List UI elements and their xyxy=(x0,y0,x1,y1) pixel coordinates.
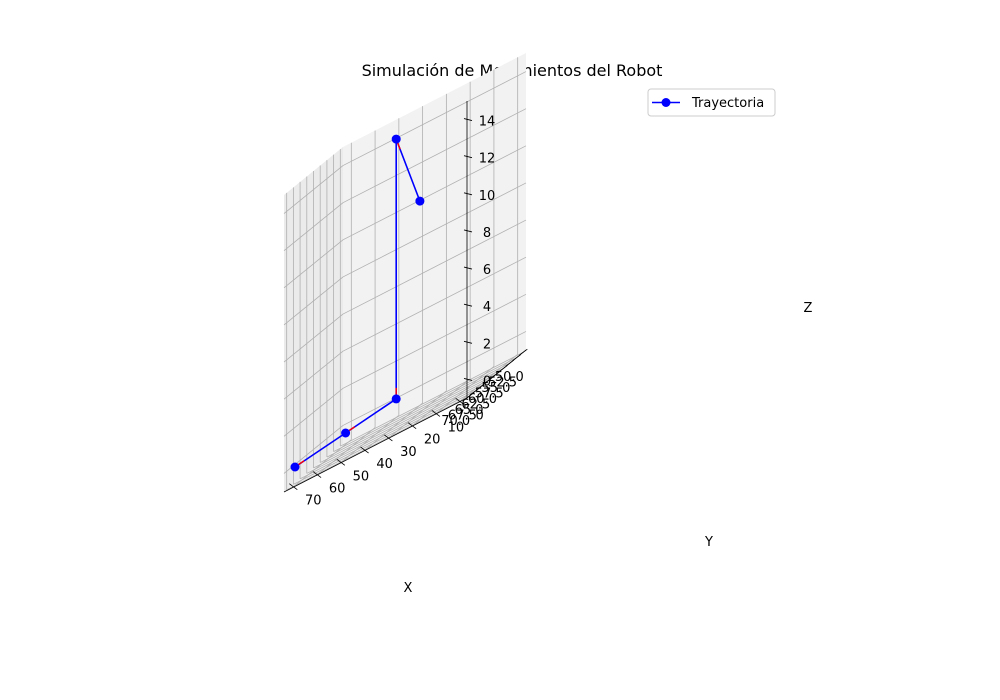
x-tick-label: 62.5 xyxy=(461,398,490,413)
data-point xyxy=(391,134,401,144)
grid-line-y-floor xyxy=(434,366,495,415)
y-tick-mark xyxy=(455,397,464,405)
y-tick-label: 10 xyxy=(448,421,465,436)
grid-line-y-floor xyxy=(387,390,447,440)
grid-line-y-floor xyxy=(339,415,400,464)
z-tick-mark xyxy=(463,155,473,159)
grid-line-z-ywall xyxy=(283,313,344,363)
z-tick-mark xyxy=(463,118,473,121)
x-tick-mark xyxy=(498,365,508,372)
grid-line-z-xwall xyxy=(342,293,527,389)
grid-line-z-ywall xyxy=(283,202,344,251)
x-tick-mark xyxy=(505,359,515,367)
grid-line-z-ywall xyxy=(283,276,344,326)
grid-line-z-xwall xyxy=(342,145,527,241)
x-tick-label: 60.0 xyxy=(468,392,497,407)
data-point xyxy=(290,462,300,472)
legend: Trayectoria xyxy=(647,88,776,117)
y-tick-label: 50 xyxy=(353,469,370,484)
x-tick-label: 52.5 xyxy=(488,376,517,391)
grid-line-y-floor xyxy=(292,439,352,489)
grid-line-z-xwall xyxy=(342,219,527,315)
legend-label-trayectoria: Trayectoria xyxy=(691,96,764,111)
z-tick-label: 14 xyxy=(479,115,496,130)
series-trayectoria xyxy=(290,134,425,472)
y-tick-mark xyxy=(312,471,322,478)
grid-line-z-ywall xyxy=(283,165,344,214)
grid-line-y-floor xyxy=(363,402,423,452)
x-tick-label: 65.0 xyxy=(455,403,484,418)
z-tick-label: 8 xyxy=(483,226,491,241)
z-tick-label: 10 xyxy=(479,189,496,204)
x-tick-mark xyxy=(472,387,481,394)
y-tick-mark xyxy=(289,483,298,491)
legend-frame xyxy=(647,88,776,117)
grid-line-y-floor xyxy=(410,378,471,427)
grid-line-z-ywall xyxy=(283,350,344,400)
x-tick-label: 55.0 xyxy=(481,381,510,396)
x-axis-label: X xyxy=(404,581,413,596)
y-tick-label: 30 xyxy=(400,445,417,460)
grid-line-z-xwall xyxy=(342,71,527,166)
x-tick-mark xyxy=(512,354,521,361)
x-tick-mark xyxy=(478,381,488,389)
y-tick-label: 70 xyxy=(305,494,322,509)
y-tick-mark xyxy=(360,446,369,454)
y-tick-mark xyxy=(407,422,417,430)
grid-line-z-xwall xyxy=(342,182,527,278)
y-tick-label: 40 xyxy=(376,457,393,472)
z-tick-mark xyxy=(463,192,473,196)
x-tick-mark xyxy=(465,392,474,400)
grid-line-y-floor xyxy=(315,427,376,476)
z-tick-mark xyxy=(463,266,473,270)
legend-marker-swatch xyxy=(661,98,671,107)
x-tick-mark xyxy=(485,376,495,383)
z-tick-label: 6 xyxy=(483,263,491,278)
z-tick-label: 12 xyxy=(479,152,496,167)
x-tick-mark xyxy=(492,370,501,378)
grid-line-z-xwall xyxy=(342,256,527,352)
data-point xyxy=(391,394,401,404)
x-tick-label: 70.0 xyxy=(441,414,470,429)
y-tick-label: 20 xyxy=(424,433,441,448)
x-tick-label: 57.5 xyxy=(475,387,504,402)
grid-line-z-xwall xyxy=(342,108,527,204)
z-tick-mark xyxy=(463,229,473,233)
data-point xyxy=(415,196,425,206)
z-tick-label: 2 xyxy=(483,337,491,352)
grid-line-z-ywall xyxy=(283,388,344,437)
grid-line-y-floor xyxy=(458,353,518,403)
pane-x-wall xyxy=(343,53,526,444)
x-tick-label: 50.0 xyxy=(495,370,524,385)
z-tick-mark xyxy=(463,378,473,381)
y-tick-mark xyxy=(431,410,441,417)
grid-line-z-ywall xyxy=(283,239,344,289)
y-tick-label: 60 xyxy=(329,482,346,497)
z-tick-mark xyxy=(463,340,473,344)
x-tick-label: 67.5 xyxy=(448,408,477,423)
z-tick-mark xyxy=(463,303,473,307)
grid-lines xyxy=(283,57,527,491)
z-tick-label: 0 xyxy=(483,374,491,389)
y-axis-label: Y xyxy=(704,535,713,550)
y-tick-label: 0 xyxy=(476,408,484,423)
z-tick-label: 4 xyxy=(483,300,491,315)
tick-labels: 50.052.555.057.560.062.565.067.570.0 0 10 2… xyxy=(289,115,528,509)
x-tick-mark xyxy=(519,348,528,356)
z-axis-label: Z xyxy=(804,301,813,316)
y-tick-mark xyxy=(384,434,393,442)
y-tick-mark xyxy=(336,458,346,466)
grid-line-z-xwall xyxy=(342,331,527,426)
data-point xyxy=(341,428,351,438)
